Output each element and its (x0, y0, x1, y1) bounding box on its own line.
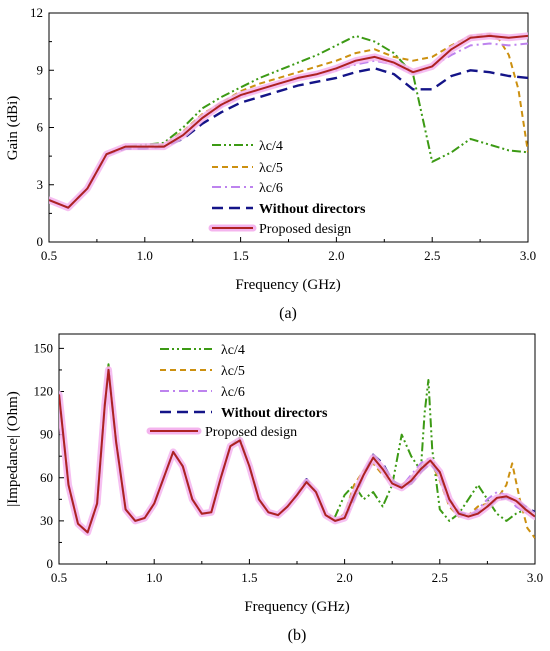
gain-y-tick-label: 3 (37, 177, 44, 192)
impedance-series-lc4 (59, 363, 535, 534)
gain-legend-label-lc5: λc/5 (259, 161, 283, 176)
impedance-y-tick-label: 60 (40, 470, 53, 485)
impedance-chart: 0.5 1.0 1.5 2.0 2.5 3.0 0 30 60 90 120 150 λc/4 λc/… (5, 333, 544, 644)
impedance-legend: λc/4 λc/5 λc/6 Without directors Propose… (146, 343, 328, 440)
impedance-series-without (59, 368, 535, 534)
impedance-legend-label-lc6: λc/6 (221, 385, 245, 400)
impedance-y-tick-label: 90 (40, 427, 53, 442)
gain-legend-label-without: Without directors (259, 202, 366, 217)
gain-caption: (a) (279, 305, 297, 322)
impedance-series-lc6 (59, 367, 535, 534)
gain-chart: 0.5 1.0 1.5 2.0 2.5 3.0 0 3 6 9 12 λc/4 λc/5 λc/6 … (5, 5, 536, 322)
impedance-legend-label-lc4: λc/4 (221, 343, 245, 358)
impedance-x-tick-label: 3.0 (527, 570, 543, 585)
gain-legend-label-lc4: λc/4 (259, 139, 283, 154)
gain-series-lc6 (49, 42, 528, 209)
impedance-series (59, 363, 535, 539)
gain-x-axis-title: Frequency (GHz) (235, 277, 340, 293)
impedance-series-proposed (59, 368, 535, 534)
impedance-plot-frame (58, 333, 536, 565)
gain-legend: λc/4 λc/5 λc/6 Without directors Propose… (208, 139, 366, 237)
gain-legend-label-proposed: Proposed design (259, 222, 351, 237)
gain-x-tick-label: 1.0 (137, 248, 153, 263)
gain-series (49, 32, 528, 212)
gain-ticks: 0.5 1.0 1.5 2.0 2.5 3.0 0 3 6 9 12 (30, 5, 536, 263)
gain-x-tick-label: 2.0 (328, 248, 344, 263)
gain-series-lc5 (49, 33, 528, 209)
impedance-x-tick-label: 1.5 (241, 570, 257, 585)
gain-legend-label-lc6: λc/6 (259, 181, 283, 196)
gain-x-tick-label: 2.5 (424, 248, 440, 263)
impedance-x-tick-label: 2.5 (432, 570, 448, 585)
gain-x-tick-label: 1.5 (232, 248, 248, 263)
impedance-legend-label-lc5: λc/5 (221, 364, 245, 379)
gain-x-tick-label: 0.5 (41, 248, 57, 263)
impedance-ticks: 0.5 1.0 1.5 2.0 2.5 3.0 0 30 60 90 120 150 (34, 340, 544, 585)
impedance-legend-label-without: Without directors (221, 406, 328, 421)
gain-series-proposed-glow (49, 32, 528, 212)
impedance-y-axis-title: |Impedance| (Ohm) (5, 391, 21, 507)
gain-y-axis-title: Gain (dBi) (5, 96, 21, 161)
gain-series-proposed (49, 34, 528, 209)
gain-series-lc4 (49, 34, 528, 209)
impedance-y-tick-label: 120 (34, 384, 54, 399)
gain-x-tick-label: 3.0 (520, 248, 536, 263)
impedance-y-tick-label: 0 (47, 556, 54, 571)
impedance-x-tick-label: 0.5 (51, 570, 67, 585)
impedance-x-axis-title: Frequency (GHz) (244, 599, 349, 615)
gain-y-tick-label: 12 (30, 5, 43, 20)
impedance-y-tick-label: 30 (40, 513, 53, 528)
impedance-y-tick-label: 150 (34, 340, 54, 355)
gain-series-without (49, 67, 528, 209)
impedance-series-proposed-glow (59, 366, 535, 536)
gain-y-tick-label: 0 (37, 234, 44, 249)
impedance-x-tick-label: 2.0 (336, 570, 352, 585)
impedance-caption: (b) (288, 627, 307, 644)
impedance-x-tick-label: 1.0 (146, 570, 162, 585)
gain-y-tick-label: 6 (37, 120, 44, 135)
impedance-legend-label-proposed: Proposed design (205, 425, 297, 440)
gain-y-tick-label: 9 (37, 62, 44, 77)
